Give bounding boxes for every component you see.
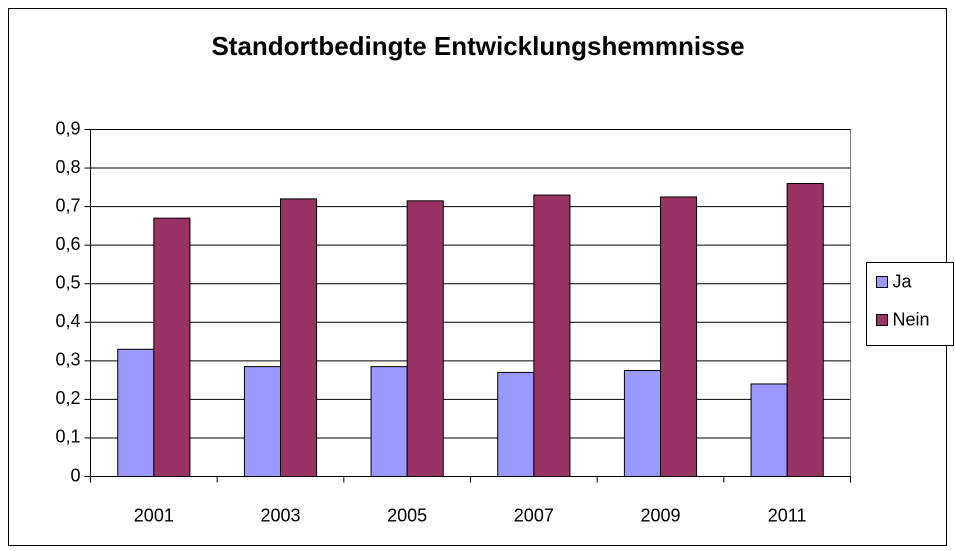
bar xyxy=(497,371,535,477)
bar xyxy=(117,348,155,477)
y-tick-label: 0,4 xyxy=(55,311,80,331)
x-tick-label: 2007 xyxy=(514,505,554,525)
y-tick-label: 0,9 xyxy=(55,118,80,138)
legend-swatch xyxy=(876,276,888,288)
y-tick-label: 0,2 xyxy=(55,388,80,408)
x-tick-label: 2001 xyxy=(134,505,174,525)
bar xyxy=(153,217,191,478)
y-tick-label: 0,8 xyxy=(55,157,80,177)
plot-area xyxy=(90,129,851,477)
y-tick-label: 0,6 xyxy=(55,234,80,254)
bar xyxy=(750,383,788,478)
x-tick-label: 2003 xyxy=(260,505,300,525)
bar xyxy=(623,369,662,478)
y-tick-label: 0,7 xyxy=(55,195,80,215)
bar xyxy=(370,366,408,477)
bar xyxy=(280,198,318,477)
legend-swatch xyxy=(876,314,888,326)
bar xyxy=(243,366,281,477)
y-tick-label: 0,3 xyxy=(55,350,80,370)
y-tick-label: 0 xyxy=(70,465,80,485)
y-tick-label: 0,1 xyxy=(55,427,80,447)
legend-label: Ja xyxy=(893,271,913,291)
x-tick-label: 2009 xyxy=(640,505,680,525)
bar xyxy=(533,194,571,478)
y-tick-label: 0,5 xyxy=(55,272,80,292)
chart-title: Standortbedingte Entwicklungshemmnisse xyxy=(211,31,744,61)
legend-label: Nein xyxy=(893,309,930,329)
x-tick-label: 2005 xyxy=(387,505,427,525)
bar xyxy=(660,196,698,477)
bar xyxy=(406,200,444,477)
bar xyxy=(786,182,824,477)
x-tick-label: 2011 xyxy=(768,505,807,525)
